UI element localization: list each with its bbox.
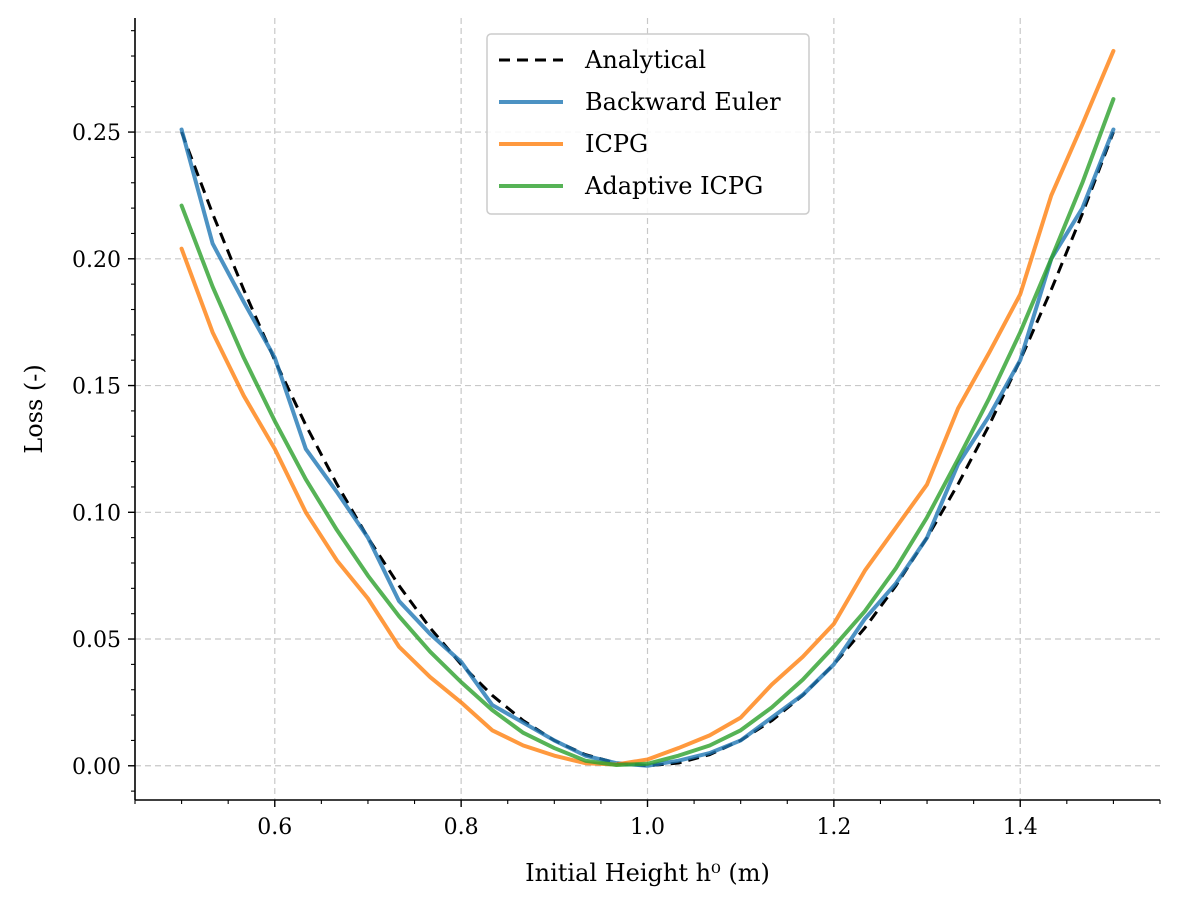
x-tick-label: 0.6 xyxy=(257,815,292,840)
y-tick-label: 0.15 xyxy=(72,375,121,400)
legend-box xyxy=(486,33,810,215)
axes: 0.6 0.8 1.0 1.2 1.4 0.00 0.05 0.10 0.15 0.20 0.25 xyxy=(72,18,1161,840)
x-tick-label: 0.8 xyxy=(444,815,479,840)
legend-label: ICPG xyxy=(585,130,648,158)
series-line-analytical xyxy=(180,131,1115,768)
series-lines xyxy=(179,48,1116,768)
series-line-backward-euler xyxy=(179,127,1116,768)
y-tick-label: 0.20 xyxy=(72,248,121,273)
x-tick-label: 1.4 xyxy=(1003,815,1038,840)
legend-label: Analytical xyxy=(584,46,706,74)
series-line-icpg xyxy=(179,48,1116,767)
series-line-adaptive-icpg xyxy=(179,97,1116,768)
x-tick-label: 1.0 xyxy=(630,815,665,840)
legend: Analytical Backward Euler ICPG Adaptive ICP… xyxy=(486,33,810,215)
y-tick-label: 0.10 xyxy=(72,501,121,526)
legend-label: Backward Euler xyxy=(585,88,781,116)
x-axis-label: Initial Height h⁰ (m) xyxy=(525,859,770,887)
x-tick-label: 1.2 xyxy=(816,815,851,840)
y-tick-label: 0.00 xyxy=(72,755,121,780)
y-tick-label: 0.25 xyxy=(72,121,121,146)
y-tick-label: 0.05 xyxy=(72,628,121,653)
y-axis-label: Loss (-) xyxy=(20,364,48,453)
legend-label: Adaptive ICPG xyxy=(584,172,763,200)
